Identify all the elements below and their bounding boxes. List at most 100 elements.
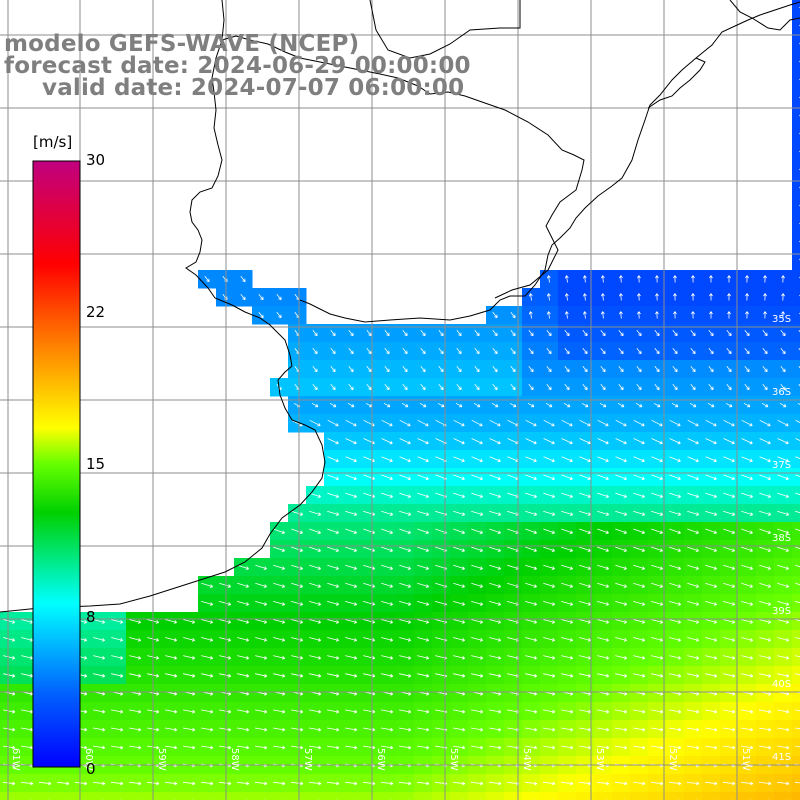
- sea-cell: [108, 792, 127, 800]
- sea-cell: [468, 792, 487, 800]
- wind-arrow: [615, 673, 628, 678]
- wind-arrow: [237, 564, 249, 570]
- sea-cell: [792, 36, 800, 55]
- wind-arrow: [543, 474, 555, 481]
- wind-arrow: [489, 745, 502, 750]
- sea-cell: [18, 792, 37, 800]
- wind-arrow: [543, 546, 556, 552]
- wind-arrow: [795, 763, 800, 766]
- wind-arrow: [637, 275, 641, 283]
- wind-arrow: [21, 655, 34, 660]
- wind-arrow: [579, 492, 592, 498]
- wind-arrow: [687, 745, 700, 750]
- wind-arrow: [489, 510, 502, 516]
- wind-arrow: [726, 348, 732, 355]
- wind-arrow: [21, 637, 34, 642]
- wind-arrow: [726, 366, 732, 373]
- wind-arrow: [654, 348, 660, 355]
- lat-label: 39S: [772, 606, 791, 617]
- wind-arrow: [619, 275, 623, 283]
- wind-arrow: [456, 384, 462, 391]
- wind-arrow: [672, 348, 678, 355]
- wind-arrow: [669, 637, 682, 642]
- wind-arrow: [762, 330, 768, 337]
- wind-arrow: [633, 601, 646, 606]
- wind-arrow: [633, 492, 646, 498]
- sea-cell: [270, 792, 289, 800]
- sea-cell: [486, 792, 505, 800]
- wind-arrow: [795, 673, 800, 676]
- sea-cell: [558, 792, 577, 800]
- wind-arrow: [777, 564, 789, 570]
- wind-arrow: [312, 330, 318, 337]
- wind-arrow: [3, 745, 16, 750]
- wind-arrow: [255, 619, 268, 624]
- wind-arrow: [597, 619, 610, 624]
- sea-cell: [54, 792, 73, 800]
- wind-arrow: [492, 312, 498, 319]
- wind-arrow: [327, 619, 340, 624]
- wind-arrow: [777, 528, 790, 534]
- wind-arrow: [291, 546, 304, 552]
- wind-arrow: [759, 709, 772, 714]
- wind-arrow: [201, 709, 214, 714]
- sea-cell: [72, 792, 91, 800]
- wind-arrow: [488, 781, 502, 786]
- wind-arrow: [345, 456, 357, 463]
- wind-arrow: [438, 366, 444, 373]
- wind-arrow: [759, 419, 771, 427]
- wind-arrow: [777, 474, 789, 481]
- wind-arrow: [543, 619, 556, 624]
- sea-cell: [180, 792, 199, 800]
- wind-arrow: [93, 637, 106, 642]
- wind-arrow: [201, 655, 214, 660]
- wind-arrow: [705, 528, 718, 534]
- wind-arrow: [399, 745, 412, 750]
- wind-arrow: [686, 781, 700, 786]
- wind-arrow: [546, 330, 552, 337]
- wind-arrow: [651, 582, 663, 588]
- wind-arrow: [727, 275, 731, 283]
- wind-arrow: [636, 348, 642, 355]
- wind-arrow: [654, 330, 660, 337]
- wind-arrow: [669, 419, 681, 427]
- wind-arrow: [543, 673, 556, 678]
- wind-arrow: [777, 655, 790, 660]
- wind-arrow: [417, 582, 429, 588]
- wind-arrow: [398, 781, 412, 786]
- sea-cell: [792, 288, 800, 307]
- wind-arrow: [417, 745, 430, 750]
- wind-arrow: [276, 294, 282, 301]
- wind-arrow: [417, 601, 430, 606]
- wind-arrow: [687, 619, 700, 624]
- wind-arrow: [345, 601, 358, 606]
- wind-arrow: [690, 330, 696, 337]
- wind-arrow: [492, 384, 498, 391]
- wind-arrow: [237, 601, 250, 606]
- wind-arrow: [615, 655, 628, 660]
- sea-cell: [378, 792, 397, 800]
- wind-arrow: [528, 348, 534, 355]
- wind-arrow: [237, 745, 250, 750]
- wind-arrow: [417, 709, 430, 714]
- wind-arrow: [456, 330, 462, 337]
- wind-arrow: [579, 474, 591, 481]
- wind-arrow: [690, 384, 696, 391]
- wind-arrow: [219, 637, 232, 642]
- wind-arrow: [183, 709, 196, 714]
- wind-arrow: [383, 402, 391, 408]
- wind-arrow: [795, 510, 800, 514]
- wind-arrow: [291, 727, 304, 732]
- wind-arrow: [759, 474, 771, 481]
- wind-arrow: [723, 492, 736, 498]
- wind-arrow: [741, 601, 754, 606]
- wind-arrow: [672, 330, 678, 337]
- wind-arrow: [759, 564, 771, 570]
- wind-arrow: [327, 582, 339, 588]
- wind-arrow: [633, 456, 645, 463]
- wind-arrow: [687, 709, 700, 714]
- wind-arrow: [777, 745, 790, 750]
- sea-cell: [792, 198, 800, 217]
- wind-arrow: [708, 366, 714, 373]
- wind-arrow: [291, 510, 304, 516]
